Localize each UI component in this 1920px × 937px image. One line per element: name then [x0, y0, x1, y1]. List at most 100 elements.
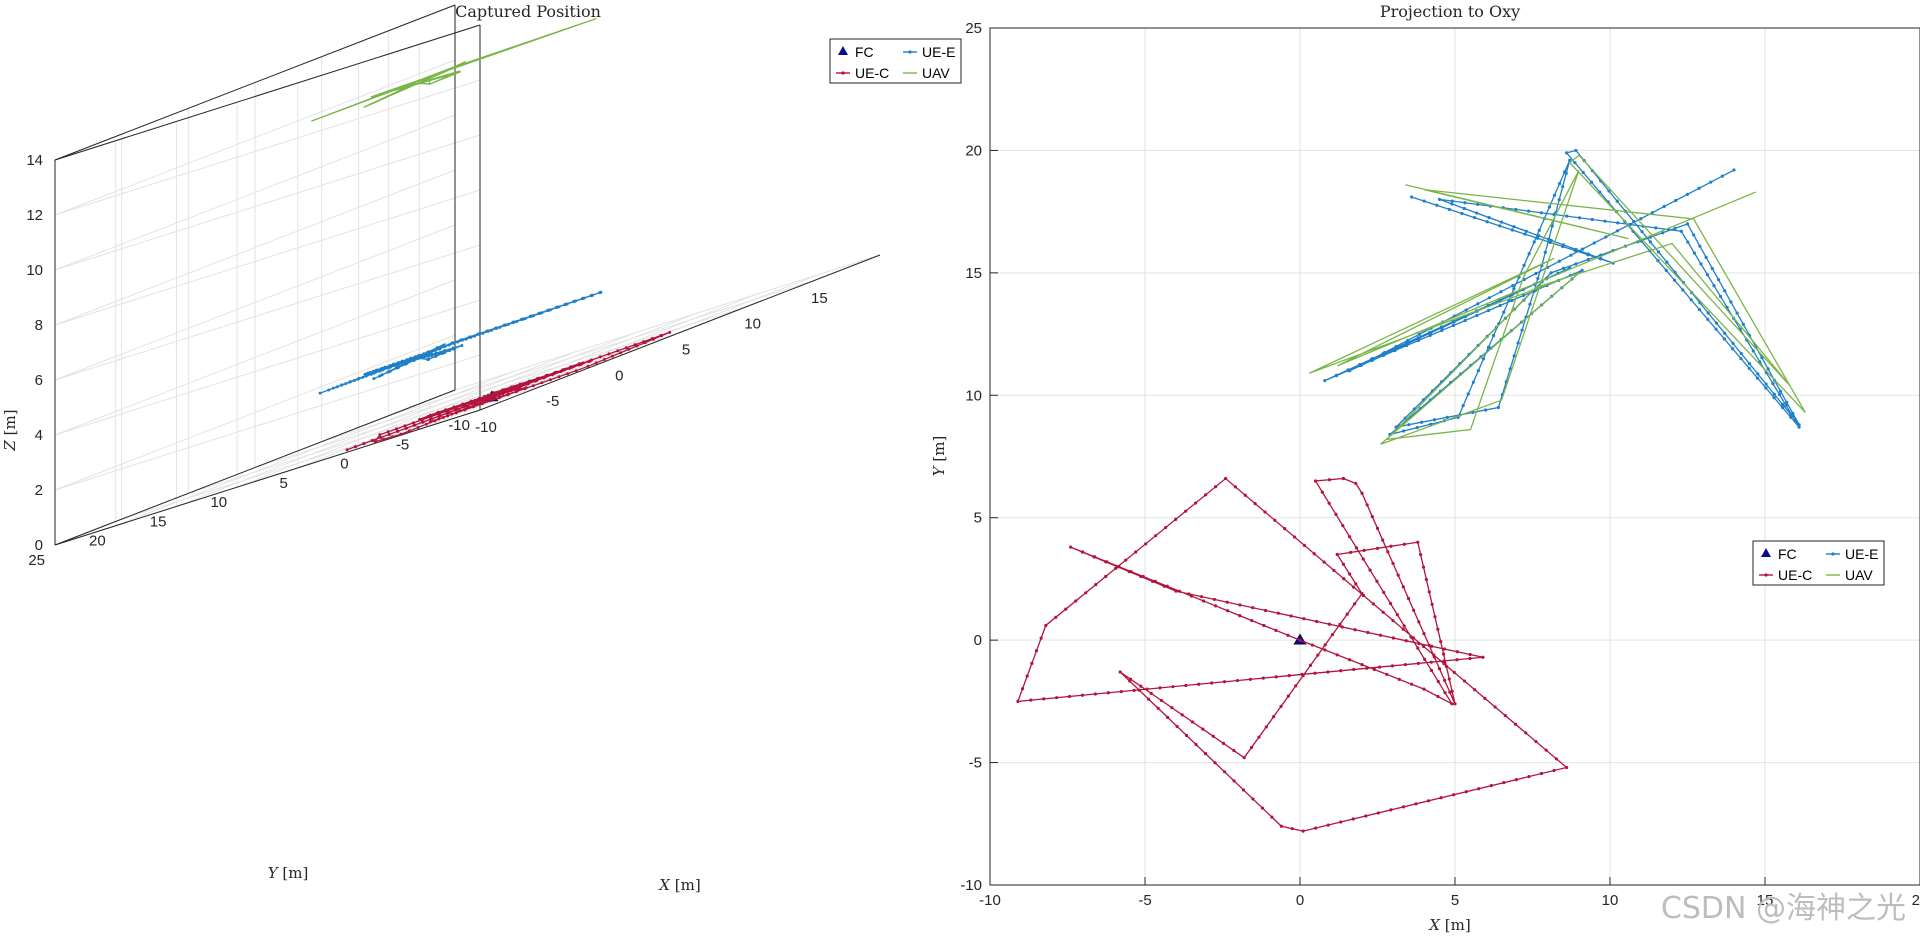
uee-point-3d: [476, 332, 480, 336]
uec-point-2d: [1253, 501, 1257, 506]
uee-point-2d: [1471, 410, 1475, 415]
uec-point-2d: [1565, 765, 1569, 770]
uec-point-3d: [420, 418, 424, 422]
uee-point-2d: [1440, 325, 1444, 330]
uec-point-2d: [1389, 544, 1393, 548]
x-gridline-floor: [121, 383, 547, 520]
uec-point-3d: [428, 420, 432, 424]
uee-point-2d: [1705, 273, 1710, 277]
uec-point-3d: [436, 410, 440, 414]
uee-point-3d: [532, 314, 535, 318]
z-gridline-wall-left: [54, 299, 481, 436]
uee-point-2d: [1706, 317, 1710, 321]
z-tick-label-3d: 10: [26, 262, 43, 279]
legend-box-3d: [829, 38, 962, 84]
uec-point-2d: [1170, 706, 1174, 710]
uee-point-2d: [1697, 186, 1701, 190]
uee-point-3d: [405, 358, 409, 362]
uec-point-2d: [1397, 677, 1401, 681]
uec-point-2d: [1403, 663, 1407, 667]
uav-trajectory-2d: [1309, 154, 1806, 445]
uee-point-2d: [1512, 225, 1516, 229]
uee-point-2d: [1417, 336, 1421, 340]
uec-point-3d: [563, 368, 567, 372]
uec-point-2d: [1165, 584, 1169, 588]
uec-point-3d: [616, 349, 620, 353]
uee-point-3d: [427, 357, 431, 361]
uee-point-2d: [1735, 311, 1739, 315]
uec-point-2d: [1455, 658, 1459, 662]
uec-point-3d: [557, 375, 561, 379]
uec-point-2d: [1552, 768, 1556, 773]
uec-point-2d: [1224, 476, 1228, 481]
uec-point-2d: [1225, 600, 1229, 604]
uee-point-2d: [1561, 243, 1566, 247]
uee-point-2d: [1461, 404, 1465, 408]
uee-point-3d: [464, 337, 468, 341]
uec-point-3d: [607, 352, 611, 356]
uee-point-2d: [1323, 378, 1327, 383]
uec-point-2d: [1427, 643, 1431, 647]
uec-point-2d: [1453, 702, 1457, 706]
uec-point-2d: [1443, 678, 1447, 683]
uec-point-2d: [1298, 638, 1302, 642]
grid-3d: [54, 4, 881, 546]
uec-point-3d: [537, 376, 541, 380]
uec-point-2d: [1513, 722, 1518, 726]
uee-point-3d: [386, 366, 390, 370]
uec-point-2d: [1147, 697, 1151, 701]
uec-point-3d: [458, 409, 462, 413]
uee-point-3d: [425, 354, 429, 358]
uee-point-3d: [520, 317, 524, 321]
uec-point-2d: [1272, 715, 1276, 719]
y-tick-label-2d: 5: [974, 510, 982, 527]
uec-point-2d: [1029, 698, 1033, 702]
uec-point-3d: [461, 402, 465, 406]
uec-point-3d: [546, 373, 550, 377]
y-tick-label-2d: -10: [960, 877, 982, 894]
uee-point-2d: [1665, 260, 1669, 264]
uee-point-2d: [1499, 220, 1504, 224]
uee-point-2d: [1729, 300, 1733, 304]
uec-point-2d: [1313, 671, 1317, 675]
uee-point-2d: [1771, 381, 1775, 386]
uec-point-2d: [1149, 691, 1153, 695]
legend-fc-marker-3d: [838, 46, 848, 55]
uec-point-2d: [1232, 779, 1236, 783]
uec-point-3d: [610, 354, 614, 358]
uee-point-2d: [1462, 206, 1466, 211]
uec-point-2d: [1452, 793, 1456, 797]
uec-point-2d: [1171, 685, 1175, 689]
uee-point-2d: [1348, 369, 1352, 373]
uee-point-3d: [433, 348, 437, 352]
uec-point-2d: [1361, 557, 1365, 561]
uec-point-2d: [1067, 694, 1072, 699]
y-tick-label-3d: 25: [28, 552, 45, 569]
uee-point-2d: [1718, 294, 1723, 299]
uec-point-2d: [1430, 602, 1434, 606]
uec-point-3d: [492, 391, 496, 395]
x-tick-label-3d: 0: [615, 367, 623, 384]
uec-point-2d: [1370, 515, 1374, 519]
uec-point-2d: [1301, 829, 1305, 833]
uee-point-2d: [1394, 347, 1398, 351]
uee-point-2d: [1450, 202, 1454, 206]
uec-point-2d: [1404, 639, 1408, 643]
uee-point-3d: [563, 302, 567, 306]
legend-fc-marker-2d: [1761, 548, 1771, 557]
uec-point-3d: [345, 448, 349, 452]
uec-point-2d: [1447, 677, 1451, 681]
uec-point-2d: [1352, 585, 1356, 589]
uec-point-2d: [1503, 714, 1507, 718]
uec-point-3d: [428, 415, 432, 419]
uec-point-2d: [1262, 623, 1266, 628]
uee-point-2d: [1661, 231, 1665, 235]
uec-point-2d: [1327, 478, 1332, 482]
uec-point-2d: [1184, 509, 1188, 513]
uec-point-2d: [1349, 550, 1353, 555]
uee-point-2d: [1698, 244, 1702, 248]
uec-point-2d: [1341, 476, 1345, 481]
uee-point-3d: [494, 326, 498, 330]
x-tick-label-3d: 10: [744, 316, 761, 333]
